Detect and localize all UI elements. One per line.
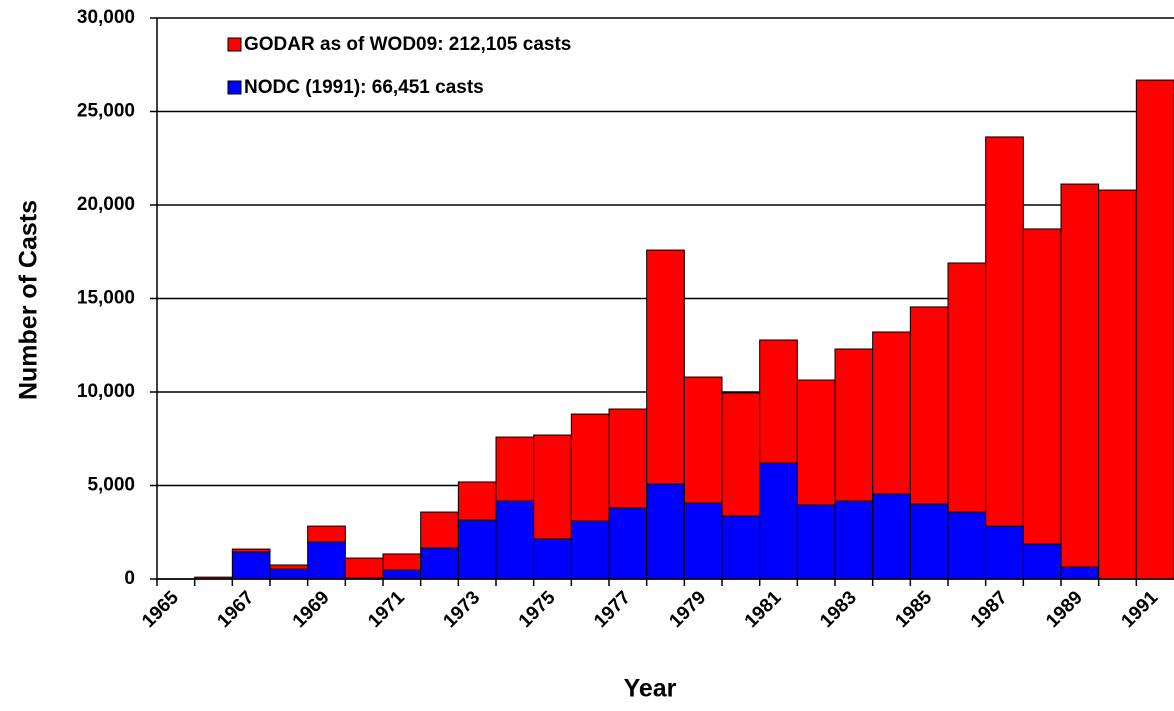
- x-tick-label: 1979: [666, 587, 711, 632]
- x-tick-label: 1977: [590, 587, 635, 632]
- legend-label: GODAR as of WOD09: 212,105 casts: [244, 34, 571, 55]
- x-tick-label: 1985: [892, 587, 937, 632]
- bar-segment: [909, 503, 949, 580]
- bar-segment: [1060, 183, 1100, 568]
- bar-segment: [985, 525, 1024, 580]
- legend-swatch: [227, 37, 242, 52]
- x-tick-label: 1971: [364, 587, 409, 632]
- bar-segment: [495, 500, 535, 580]
- bar-segment: [533, 434, 572, 540]
- bar-segment: [759, 339, 798, 464]
- bar-segment: [1060, 566, 1100, 580]
- y-tick-label: 20,000: [77, 194, 135, 215]
- bar-segment: [533, 538, 572, 580]
- bar-segment: [570, 520, 610, 580]
- bar-segment: [872, 331, 911, 495]
- bar-segment: [608, 408, 648, 509]
- bar-segment: [231, 548, 271, 553]
- bar-segment: [344, 557, 384, 579]
- bar-segment: [420, 511, 459, 549]
- bar-segment: [796, 379, 836, 506]
- y-tick-label: 0: [124, 568, 135, 589]
- bar-segment: [683, 502, 723, 580]
- bar-segment: [872, 493, 911, 580]
- y-tick-label: 10,000: [77, 381, 135, 402]
- bar-segment: [683, 376, 723, 504]
- bar-segment: [382, 569, 422, 580]
- bar-segment: [307, 541, 346, 580]
- x-tick-label: 1987: [967, 587, 1012, 632]
- bar-segment: [721, 515, 761, 580]
- legend-label: NODC (1991): 66,451 casts: [244, 77, 484, 98]
- bar-segment: [909, 306, 949, 505]
- bar-segment: [269, 568, 309, 580]
- y-tick-label: 30,000: [77, 7, 135, 28]
- bar-segment: [608, 507, 648, 580]
- bar-segment: [834, 500, 874, 580]
- y-tick-label: 5,000: [87, 475, 135, 496]
- bar-segment: [1098, 189, 1137, 580]
- legend-swatch: [227, 80, 242, 95]
- bar-segment: [231, 551, 271, 580]
- bar-segment: [947, 511, 987, 580]
- bar-segment: [307, 525, 346, 543]
- x-tick-label: 1973: [440, 587, 485, 632]
- x-tick-label: 1967: [214, 587, 259, 632]
- y-axis-label: Number of Casts: [15, 200, 43, 400]
- x-tick-label: 1989: [1042, 587, 1087, 632]
- y-tick-label: 25,000: [77, 101, 135, 122]
- bar-segment: [985, 136, 1024, 527]
- x-tick-label: 1983: [816, 587, 861, 632]
- bar-segment: [1135, 79, 1174, 580]
- x-tick-label: 1965: [138, 587, 183, 632]
- bar-segment: [1022, 543, 1062, 580]
- x-tick-label: 1981: [741, 587, 786, 632]
- bar-segment: [420, 547, 459, 580]
- bar-segment: [1022, 228, 1062, 545]
- bar-segment: [570, 413, 610, 522]
- bar-segment: [457, 519, 497, 580]
- bar-segment: [721, 392, 761, 517]
- bar-segment: [947, 262, 987, 513]
- x-tick-label: 1991: [1118, 587, 1163, 632]
- x-tick-label: 1975: [515, 587, 560, 632]
- bar-segment: [834, 348, 874, 502]
- y-tick-label: 15,000: [77, 288, 135, 309]
- x-tick-label: 1969: [289, 587, 334, 632]
- bar-segment: [382, 553, 422, 571]
- bar-segment: [759, 462, 798, 580]
- bar-segment: [457, 481, 497, 521]
- bar-segment: [646, 483, 685, 580]
- bar-segment: [646, 249, 685, 485]
- bar-segment: [269, 564, 309, 570]
- x-axis-label: Year: [624, 675, 677, 703]
- bar-segment: [495, 436, 535, 502]
- bar-segment: [796, 504, 836, 580]
